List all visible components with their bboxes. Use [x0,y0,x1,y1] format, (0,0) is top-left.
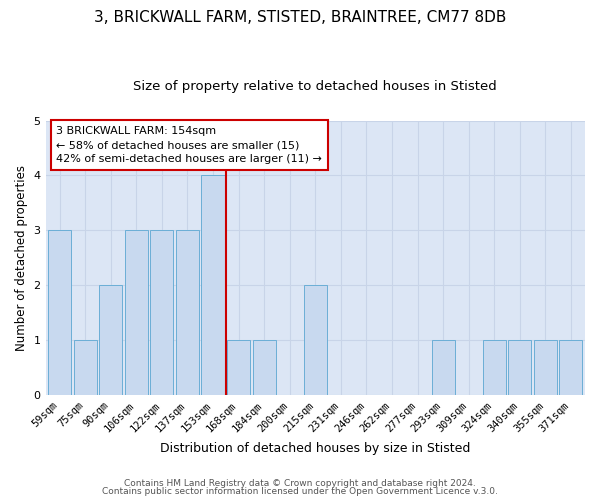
Bar [227,340,250,395]
Text: Contains public sector information licensed under the Open Government Licence v.: Contains public sector information licen… [102,487,498,496]
Bar [99,286,122,395]
Text: 3, BRICKWALL FARM, STISTED, BRAINTREE, CM77 8DB: 3, BRICKWALL FARM, STISTED, BRAINTREE, C… [94,10,506,25]
Bar [559,340,583,395]
Bar [151,230,173,395]
Bar [202,176,224,395]
Bar [48,230,71,395]
X-axis label: Distribution of detached houses by size in Stisted: Distribution of detached houses by size … [160,442,470,455]
Title: Size of property relative to detached houses in Stisted: Size of property relative to detached ho… [133,80,497,93]
Y-axis label: Number of detached properties: Number of detached properties [15,165,28,351]
Text: Contains HM Land Registry data © Crown copyright and database right 2024.: Contains HM Land Registry data © Crown c… [124,478,476,488]
Bar [176,230,199,395]
Bar [534,340,557,395]
Bar [483,340,506,395]
Bar [431,340,455,395]
Bar [508,340,532,395]
Bar [304,286,327,395]
Bar [253,340,275,395]
Bar [74,340,97,395]
Bar [125,230,148,395]
Text: 3 BRICKWALL FARM: 154sqm
← 58% of detached houses are smaller (15)
42% of semi-d: 3 BRICKWALL FARM: 154sqm ← 58% of detach… [56,126,322,164]
